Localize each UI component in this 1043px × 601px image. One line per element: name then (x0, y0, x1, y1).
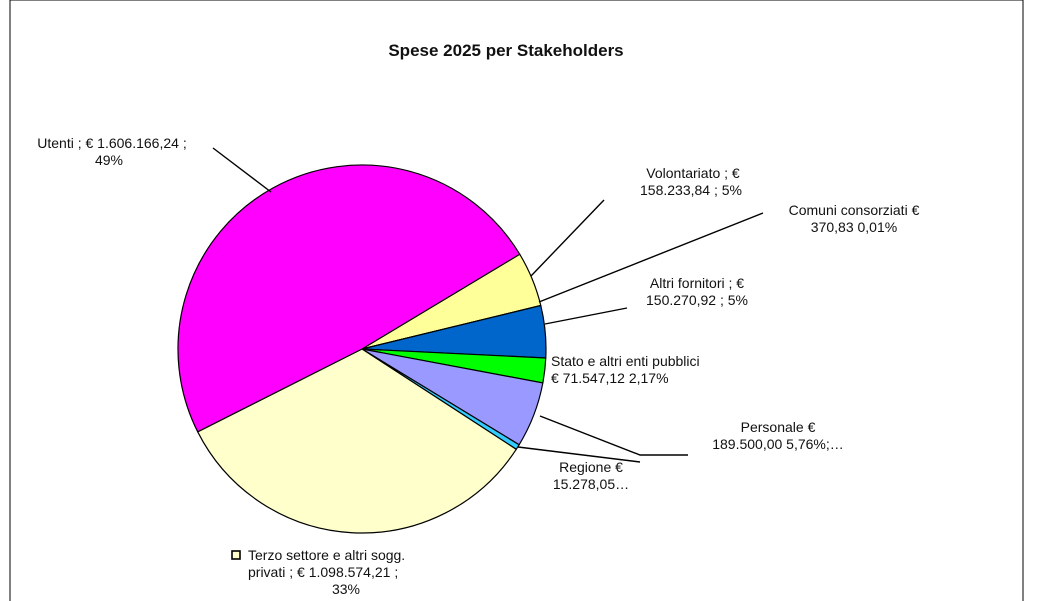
data-label-altri-fornitori-line-2: 150.270,92 ; 5% (646, 292, 748, 308)
data-label-personale-line-2: 189.500,00 5,76%;… (712, 436, 844, 452)
leader-line-volontariato (530, 199, 605, 277)
data-label-stato-e-altri-enti-pubblici-line-1: Stato e altri enti pubblici (551, 353, 700, 369)
data-label-volontariato-line-2: 158.233,84 ; 5% (640, 182, 742, 198)
data-label-regione-line-2: 15.278,05… (553, 476, 629, 492)
leader-line-personale (539, 415, 688, 456)
data-label-comuni-consorziati-line-2: 370,83 0,01% (811, 219, 897, 235)
leader-line-utenti (212, 147, 272, 193)
data-label-regione: Regione €15.278,05… (553, 459, 629, 492)
data-label-volontariato-line-1: Volontariato ; € (646, 165, 740, 181)
legend-marker-terzo-settore-e-altri-sogg-privati (231, 550, 241, 560)
pie-slices (177, 164, 547, 534)
pie-slice-utenti (177, 164, 521, 433)
data-label-stato-e-altri-enti-pubblici-line-2: € 71.547,12 2,17% (551, 370, 669, 386)
data-label-personale: Personale €189.500,00 5,76%;… (712, 419, 844, 452)
pie-slice-terzo-settore-e-altri-sogg-privati (197, 348, 517, 534)
data-label-altri-fornitori-line-1: Altri fornitori ; € (650, 275, 744, 291)
data-label-stato-e-altri-enti-pubblici: Stato e altri enti pubblici € 71.547,12 2… (551, 353, 700, 386)
leader-line-regione (517, 446, 641, 463)
leader-lines (212, 147, 764, 463)
chart-border (9, 0, 1024, 601)
data-label-utenti: Utenti ; € 1.606.166,24 ; 49% (37, 135, 186, 168)
data-label-terzo-settore-e-altri-sogg-privati-line-1: Terzo settore e altri sogg. (248, 547, 405, 563)
data-labels: Volontariato ; €158.233,84 ; 5% Comuni co… (37, 135, 919, 597)
data-label-utenti-line-1: Utenti ; € 1.606.166,24 ; (37, 135, 186, 151)
leader-line-altri-fornitori (544, 307, 628, 325)
data-label-regione-line-1: Regione € (559, 459, 623, 475)
data-label-terzo-settore-e-altri-sogg-privati-line-2: privati ; € 1.098.574,21 ; (248, 564, 398, 580)
leader-line-comuni-consorziati (538, 212, 764, 303)
data-label-volontariato: Volontariato ; €158.233,84 ; 5% (640, 165, 742, 198)
data-label-utenti-line-2: 49% (95, 152, 123, 168)
data-label-terzo-settore-e-altri-sogg-privati: Terzo settore e altri sogg. privati ; € 1… (248, 547, 405, 597)
chart-title: Spese 2025 per Stakeholders (388, 41, 623, 60)
data-label-altri-fornitori: Altri fornitori ; €150.270,92 ; 5% (646, 275, 748, 308)
data-label-personale-line-1: Personale € (741, 419, 816, 435)
data-label-comuni-consorziati: Comuni consorziati €370,83 0,01% (789, 202, 920, 235)
data-label-terzo-settore-e-altri-sogg-privati-line-3: 33% (332, 581, 360, 597)
data-label-comuni-consorziati-line-1: Comuni consorziati € (789, 202, 920, 218)
